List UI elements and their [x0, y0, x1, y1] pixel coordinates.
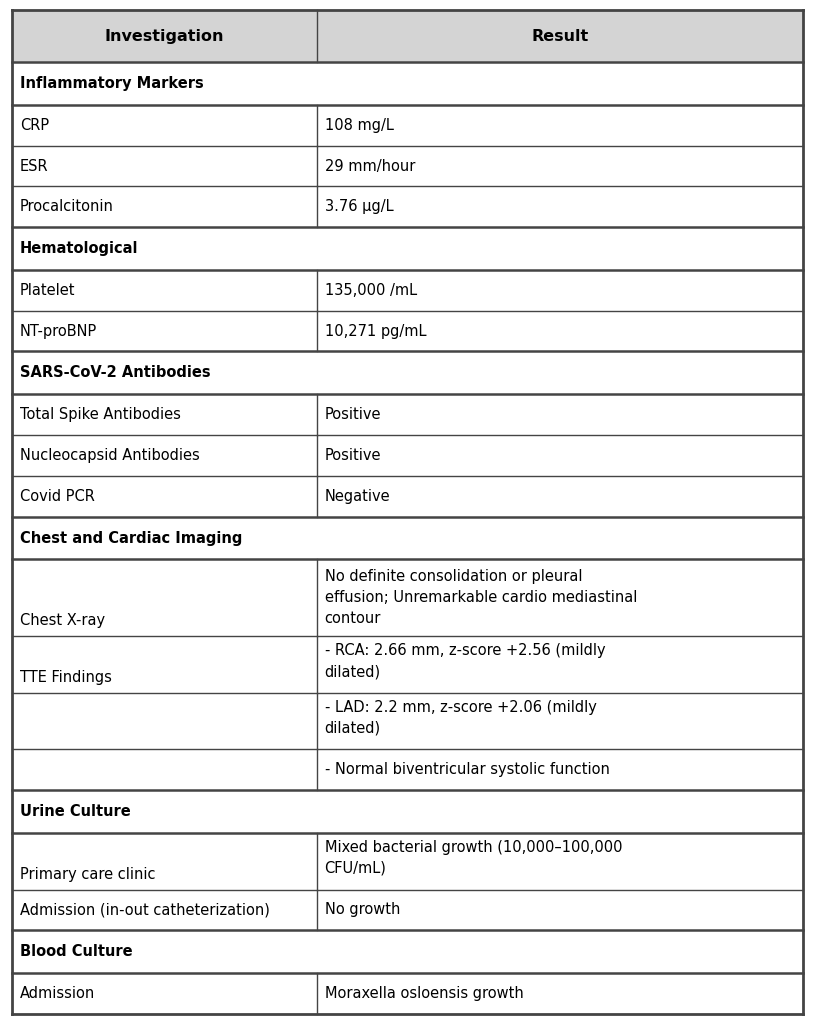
Text: Positive: Positive	[324, 408, 381, 422]
Text: - LAD: 2.2 mm, z-score +2.06 (mildly
dilated): - LAD: 2.2 mm, z-score +2.06 (mildly dil…	[324, 699, 597, 735]
Text: 10,271 pg/mL: 10,271 pg/mL	[324, 324, 426, 339]
Text: Primary care clinic: Primary care clinic	[20, 866, 156, 882]
Text: - Normal biventricular systolic function: - Normal biventricular systolic function	[324, 762, 610, 777]
Text: Admission (in-out catheterization): Admission (in-out catheterization)	[20, 902, 270, 918]
Text: Positive: Positive	[324, 447, 381, 463]
Text: Covid PCR: Covid PCR	[20, 488, 95, 504]
Text: Admission: Admission	[20, 986, 95, 1001]
Text: TTE Findings: TTE Findings	[20, 670, 112, 685]
Text: 135,000 /mL: 135,000 /mL	[324, 283, 416, 298]
Text: Negative: Negative	[324, 488, 390, 504]
Text: SARS-CoV-2 Antibodies: SARS-CoV-2 Antibodies	[20, 366, 210, 381]
Text: Investigation: Investigation	[104, 29, 224, 43]
Text: - RCA: 2.66 mm, z-score +2.56 (mildly
dilated): - RCA: 2.66 mm, z-score +2.56 (mildly di…	[324, 643, 606, 679]
Text: ESR: ESR	[20, 159, 49, 173]
Text: Mixed bacterial growth (10,000–100,000
CFU/mL): Mixed bacterial growth (10,000–100,000 C…	[324, 840, 622, 876]
Text: Procalcitonin: Procalcitonin	[20, 200, 114, 214]
Text: Moraxella osloensis growth: Moraxella osloensis growth	[324, 986, 523, 1001]
Text: Platelet: Platelet	[20, 283, 76, 298]
Text: No growth: No growth	[324, 902, 400, 918]
Text: Nucleocapsid Antibodies: Nucleocapsid Antibodies	[20, 447, 200, 463]
Text: Chest X-ray: Chest X-ray	[20, 613, 105, 629]
Text: NT-proBNP: NT-proBNP	[20, 324, 97, 339]
Text: Result: Result	[531, 29, 588, 43]
Text: CRP: CRP	[20, 118, 49, 133]
Text: 3.76 μg/L: 3.76 μg/L	[324, 200, 393, 214]
Text: Hematological: Hematological	[20, 241, 139, 256]
Text: Blood Culture: Blood Culture	[20, 944, 133, 959]
Text: 29 mm/hour: 29 mm/hour	[324, 159, 415, 173]
Text: Urine Culture: Urine Culture	[20, 804, 130, 819]
Text: 108 mg/L: 108 mg/L	[324, 118, 394, 133]
Text: No definite consolidation or pleural
effusion; Unremarkable cardio mediastinal
c: No definite consolidation or pleural eff…	[324, 568, 637, 626]
Text: Total Spike Antibodies: Total Spike Antibodies	[20, 408, 181, 422]
Text: Chest and Cardiac Imaging: Chest and Cardiac Imaging	[20, 530, 242, 546]
Text: Inflammatory Markers: Inflammatory Markers	[20, 76, 204, 91]
